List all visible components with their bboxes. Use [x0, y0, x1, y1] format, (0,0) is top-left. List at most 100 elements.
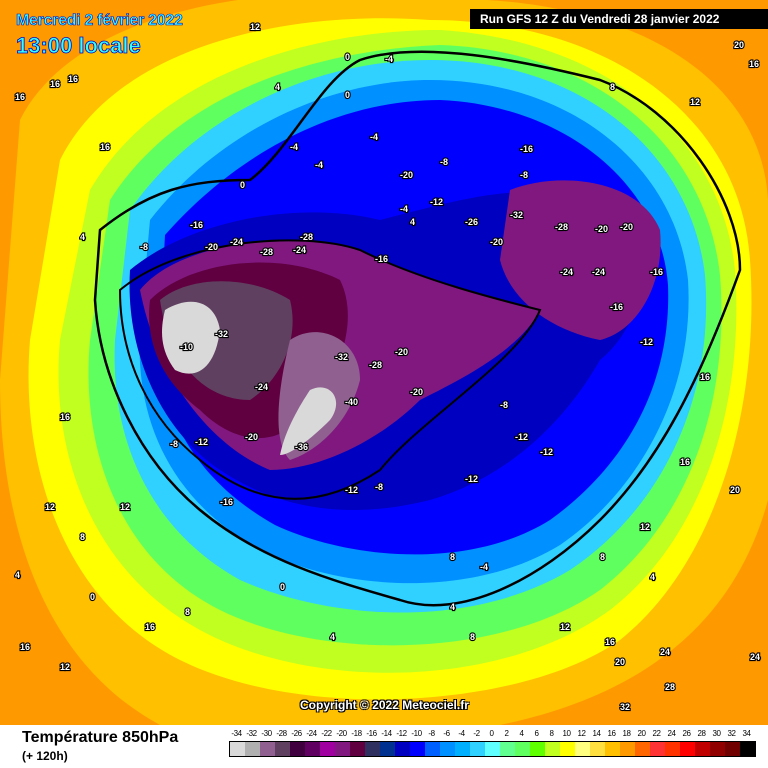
scale-color-cell	[365, 742, 380, 756]
scale-tick-label: -6	[443, 729, 450, 738]
contour-label: -24	[592, 267, 605, 277]
scale-tick-label: 34	[742, 729, 751, 738]
contour-label: -8	[520, 170, 528, 180]
contour-label: -8	[375, 482, 383, 492]
scale-tick-label: 20	[637, 729, 646, 738]
scale-tick-label: 0	[489, 729, 494, 738]
contour-label: 0	[240, 180, 245, 190]
scale-tick-label: 30	[712, 729, 721, 738]
scale-color-cell	[395, 742, 410, 756]
contour-label: 16	[60, 412, 70, 422]
scale-color-cell	[575, 742, 590, 756]
scale-tick-label: 18	[622, 729, 631, 738]
scale-color-cell	[230, 742, 245, 756]
run-info: Run GFS 12 Z du Vendredi 28 janvier 2022	[470, 9, 768, 29]
contour-label: -20	[205, 242, 218, 252]
contour-label: 12	[640, 522, 650, 532]
scale-color-cell	[440, 742, 455, 756]
contour-label: -20	[410, 387, 423, 397]
contour-label: -12	[465, 474, 478, 484]
contour-label: -36	[295, 442, 308, 452]
scale-tick-label: -32	[246, 729, 257, 738]
scale-color-cell	[650, 742, 665, 756]
temperature-850hpa-map: 161616124420161280-4-40-44-8-16-24-28-28…	[0, 0, 768, 725]
contour-label: -16	[520, 144, 533, 154]
contour-label: 16	[100, 142, 110, 152]
contour-label: -4	[315, 160, 323, 170]
legend-footer: Température 850hPa (+ 120h) -34 -32 -30 -28…	[0, 725, 768, 768]
contour-label: 4	[275, 82, 280, 92]
scale-tick-label: -30	[261, 729, 272, 738]
scale-color-cell	[485, 742, 500, 756]
scale-color-cell	[725, 742, 740, 756]
contour-label: 16	[605, 637, 615, 647]
contour-label: -16	[610, 302, 623, 312]
contour-label: -8	[500, 400, 508, 410]
contour-label: 24	[660, 647, 670, 657]
contour-label: -24	[560, 267, 573, 277]
contour-label: -20	[400, 170, 413, 180]
scale-color-cell	[695, 742, 710, 756]
lead-time: (+ 120h)	[22, 749, 68, 763]
temp-zero-isoline	[93, 50, 742, 607]
scale-tick-label: -10	[411, 729, 422, 738]
scale-color-cell	[740, 742, 755, 756]
scale-tick-label: 10	[562, 729, 571, 738]
contour-label: -4	[370, 132, 378, 142]
scale-tick-label: 14	[592, 729, 601, 738]
scale-color-cell	[515, 742, 530, 756]
scale-color-cell	[320, 742, 335, 756]
contour-label: -20	[595, 224, 608, 234]
contour-label: 16	[20, 642, 30, 652]
scale-color-cell	[335, 742, 350, 756]
contour-label: -8	[140, 242, 148, 252]
contour-label: -20	[620, 222, 633, 232]
contour-label: 8	[450, 552, 455, 562]
temp-minus16-isoline	[118, 239, 542, 500]
copyright: Copyright © 2022 Meteociel.fr	[300, 698, 469, 712]
scale-color-cell	[500, 742, 515, 756]
contour-label: -20	[245, 432, 258, 442]
contour-label: -28	[300, 232, 313, 242]
contour-label: -24	[230, 237, 243, 247]
color-scale-bar	[229, 741, 756, 757]
scale-color-cell	[710, 742, 725, 756]
contour-label: -26	[465, 217, 478, 227]
scale-color-cell	[545, 742, 560, 756]
scale-color-cell	[530, 742, 545, 756]
contour-label: -32	[215, 329, 228, 339]
scale-tick-label: -28	[276, 729, 287, 738]
scale-tick-label: 16	[607, 729, 616, 738]
contour-label: -28	[260, 247, 273, 257]
contour-label: -4	[480, 562, 488, 572]
valid-time: 13:00 locale	[16, 33, 142, 59]
scale-tick-label: 32	[727, 729, 736, 738]
scale-tick-label: -4	[458, 729, 465, 738]
contour-label: 0	[345, 90, 350, 100]
contour-label: 16	[50, 79, 60, 89]
scale-tick-label: 8	[549, 729, 554, 738]
scale-tick-label: -34	[231, 729, 242, 738]
contour-label: 0	[280, 582, 285, 592]
scale-color-cell	[245, 742, 260, 756]
contour-label: -32	[335, 352, 348, 362]
contour-label: -16	[650, 267, 663, 277]
parameter-title: Température 850hPa	[22, 729, 179, 746]
temp-band-minus20-east	[500, 180, 661, 340]
scale-color-cell	[260, 742, 275, 756]
contour-label: -4	[290, 142, 298, 152]
contour-label: 16	[700, 372, 710, 382]
contour-label: 28	[665, 682, 675, 692]
contour-label: 4	[80, 232, 85, 242]
contour-label: 4	[15, 570, 20, 580]
scale-tick-label: 4	[519, 729, 524, 738]
contour-label: 20	[734, 40, 744, 50]
contour-label: -12	[640, 337, 653, 347]
contour-label: 16	[680, 457, 690, 467]
scale-color-cell	[680, 742, 695, 756]
contour-label: 8	[185, 607, 190, 617]
scale-color-cell	[275, 742, 290, 756]
scale-color-cell	[455, 742, 470, 756]
contour-label: -28	[369, 360, 382, 370]
